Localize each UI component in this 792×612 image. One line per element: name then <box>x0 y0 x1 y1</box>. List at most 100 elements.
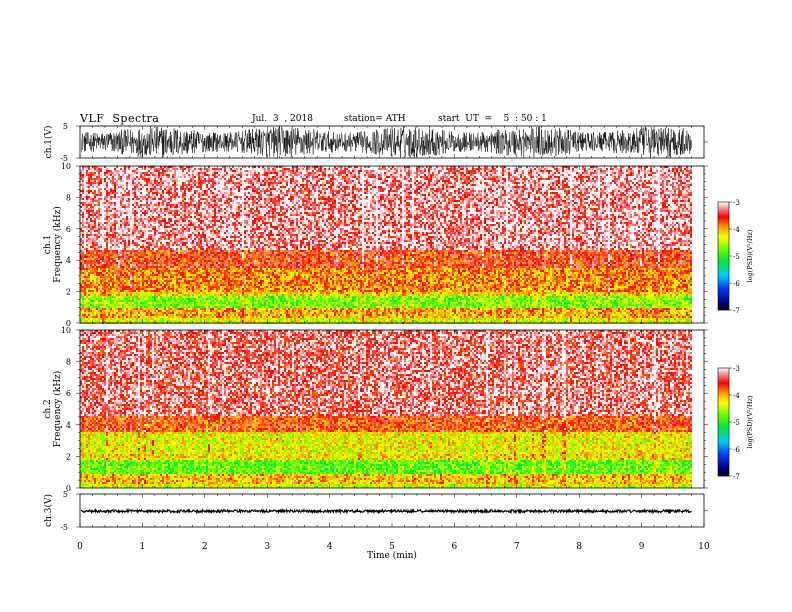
spectrogram-cell <box>136 320 138 322</box>
spectrogram-cell <box>158 300 160 302</box>
spectrogram-cell <box>198 232 200 234</box>
spectrogram-cell <box>140 296 142 298</box>
spectrogram-cell <box>122 266 124 268</box>
spectrogram-cell <box>126 192 128 194</box>
spectrogram-cell <box>144 262 146 264</box>
spectrogram-cell <box>140 256 142 258</box>
spectrogram-cell <box>164 280 166 282</box>
spectrogram-cell <box>86 240 88 242</box>
spectrogram-cell <box>160 268 162 270</box>
spectrogram-cell <box>196 292 198 294</box>
spectrogram-cell <box>174 308 176 310</box>
spectrogram-cell <box>166 178 168 180</box>
spectrogram-cell <box>158 260 160 262</box>
spectrogram-cell <box>166 224 168 226</box>
spectrogram-cell <box>126 224 128 226</box>
spectrogram-cell <box>166 306 168 308</box>
spectrogram-cell <box>162 248 164 250</box>
spectrogram-cell <box>106 230 108 232</box>
spectrogram-cell <box>118 286 120 288</box>
spectrogram-cell <box>136 204 138 206</box>
spectrogram-cell <box>202 282 204 284</box>
spectrogram-cell <box>102 192 104 194</box>
spectrogram-cell <box>176 234 178 236</box>
spectrogram-cell <box>184 246 186 248</box>
spectrogram-cell <box>98 204 100 206</box>
spectrogram-cell <box>186 290 188 292</box>
spectrogram-cell <box>110 254 112 256</box>
spectrogram-cell <box>164 234 166 236</box>
spectrogram-cell <box>200 234 202 236</box>
spectrogram-cell <box>160 204 162 206</box>
spectrogram-cell <box>84 312 86 314</box>
spectrogram-cell <box>198 216 200 218</box>
spectrogram-cell <box>142 250 144 252</box>
spectrogram-cell <box>164 282 166 284</box>
spectrogram-cell <box>170 226 172 228</box>
spectrogram-cell <box>100 274 102 276</box>
spectrogram-cell <box>156 264 158 266</box>
spectrogram-cell <box>150 312 152 314</box>
spectrogram-cell <box>160 288 162 290</box>
spectrogram-cell <box>98 308 100 310</box>
spectrogram-cell <box>106 226 108 228</box>
spectrogram-cell <box>86 270 88 272</box>
spectrogram-cell <box>198 192 200 194</box>
spectrogram-cell <box>86 172 88 174</box>
spectrogram-cell <box>150 182 152 184</box>
spectrogram-cell <box>94 302 96 304</box>
spectrogram-cell <box>202 242 204 244</box>
spectrogram-cell <box>106 300 108 302</box>
spectrogram-cell <box>108 316 110 318</box>
spectrogram-cell <box>84 276 86 278</box>
spectrogram-cell <box>100 248 102 250</box>
spectrogram-cell <box>96 284 98 286</box>
spectrogram-cell <box>94 238 96 240</box>
spectrogram-cell <box>160 242 162 244</box>
spectrogram-cell <box>118 216 120 218</box>
spectrogram-cell <box>94 262 96 264</box>
spectrogram-cell <box>156 262 158 264</box>
spectrogram-cell <box>152 192 154 194</box>
spectrogram-cell <box>88 192 90 194</box>
spectrogram-cell <box>124 226 126 228</box>
spectrogram-cell <box>136 258 138 260</box>
spectrogram-cell <box>174 280 176 282</box>
spectrogram-cell <box>196 250 198 252</box>
spectrogram-cell <box>188 194 190 196</box>
spectrogram-cell <box>110 300 112 302</box>
spectrogram-cell <box>152 200 154 202</box>
spectrogram-cell <box>110 228 112 230</box>
spectrogram-cell <box>134 244 136 246</box>
spectrogram-cell <box>92 276 94 278</box>
spectrogram-cell <box>96 250 98 252</box>
spectrogram-cell <box>202 194 204 196</box>
spectrogram-cell <box>170 272 172 274</box>
spectrogram-cell <box>178 252 180 254</box>
spectrogram-cell <box>118 316 120 318</box>
spectrogram-cell <box>86 236 88 238</box>
spectrogram-cell <box>110 208 112 210</box>
spectrogram-cell <box>122 286 124 288</box>
spectrogram-cell <box>96 294 98 296</box>
spectrogram-cell <box>146 168 148 170</box>
spectrogram-cell <box>200 314 202 316</box>
spectrogram-cell <box>100 276 102 278</box>
spectrogram-cell <box>136 180 138 182</box>
spectrogram-cell <box>192 232 194 234</box>
spectrogram-cell <box>182 256 184 258</box>
spectrogram-cell <box>152 294 154 296</box>
spectrogram-cell <box>132 186 134 188</box>
spectrogram-cell <box>108 224 110 226</box>
spectrogram-cell <box>112 264 114 266</box>
spectrogram-cell <box>172 198 174 200</box>
spectrogram-cell <box>140 232 142 234</box>
spectrogram-cell <box>150 180 152 182</box>
spectrogram-cell <box>156 170 158 172</box>
spectrogram-cell <box>96 260 98 262</box>
spectrogram-cell <box>154 268 156 270</box>
spectrogram-cell <box>122 264 124 266</box>
spectrogram-cell <box>136 228 138 230</box>
spectrogram-cell <box>200 290 202 292</box>
spectrogram-cell <box>94 246 96 248</box>
